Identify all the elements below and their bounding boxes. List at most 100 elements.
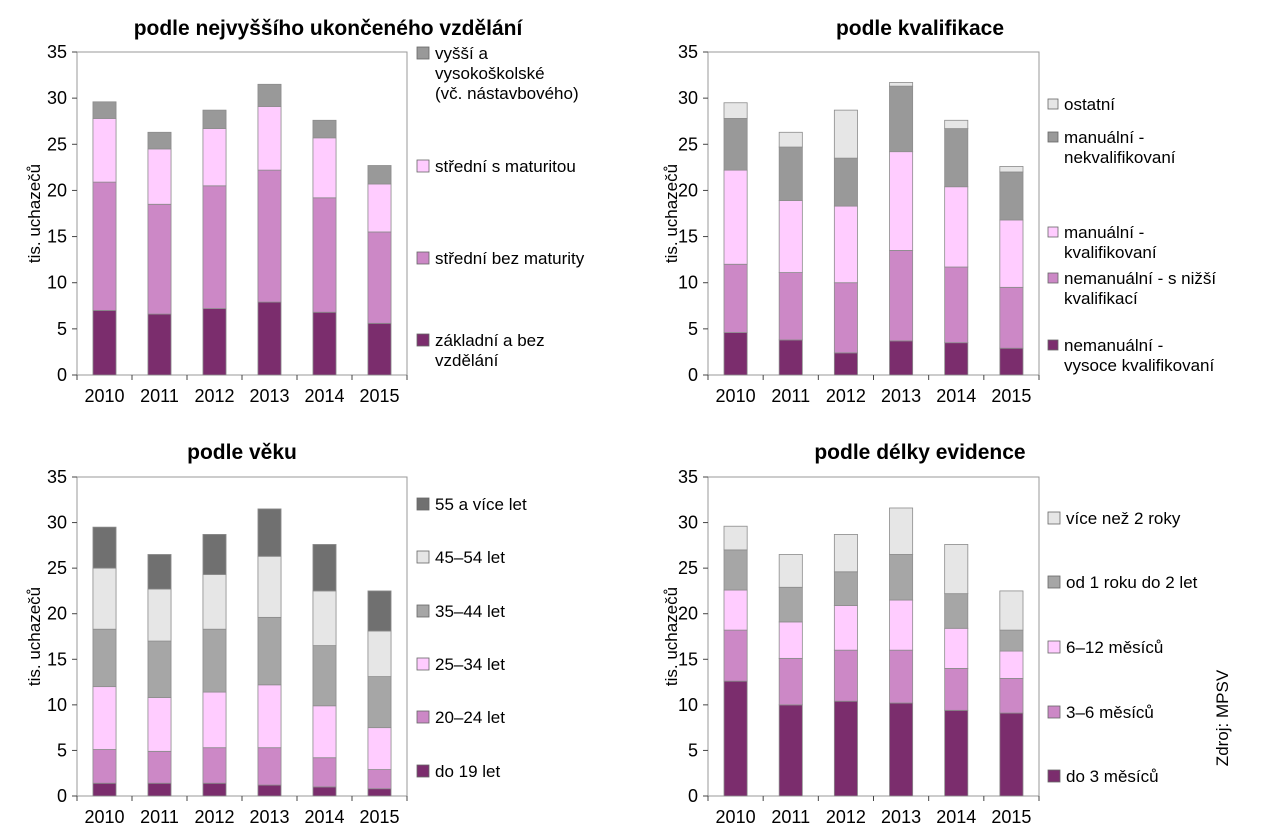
legend-label: 25–34 let xyxy=(435,655,505,674)
bar-segment-2015-5 xyxy=(367,630,392,678)
bar-segment-2012-3 xyxy=(833,605,858,651)
bar-segment-2015-3 xyxy=(367,183,392,233)
legend-swatch xyxy=(416,159,430,173)
legend-swatch xyxy=(416,497,430,511)
x-tick-label: 2010 xyxy=(84,386,124,406)
y-tick-label: 30 xyxy=(678,513,698,533)
bar-segment-2012-1 xyxy=(833,700,858,797)
y-tick-label: 10 xyxy=(678,695,698,715)
x-tick-label: 2012 xyxy=(194,807,234,827)
x-tick-label: 2013 xyxy=(881,386,921,406)
bar-segment-2012-3 xyxy=(202,128,227,187)
bar-segment-2012-1 xyxy=(202,782,227,797)
y-tick-label: 10 xyxy=(678,273,698,293)
bar-segment-2014-1 xyxy=(944,342,969,376)
y-tick-label: 0 xyxy=(688,365,698,385)
bar-segment-2011-5 xyxy=(778,554,803,588)
y-tick-label: 5 xyxy=(57,319,67,339)
y-tick-label: 30 xyxy=(47,88,67,108)
legend-label: manuální - xyxy=(1064,223,1144,242)
bar-segment-2010-3 xyxy=(723,589,748,631)
x-tick-label: 2014 xyxy=(304,807,344,827)
bar-segment-2011-1 xyxy=(147,782,172,797)
x-tick-label: 2010 xyxy=(716,386,756,406)
y-tick-label: 15 xyxy=(47,649,67,669)
bar-segment-2013-2 xyxy=(257,747,282,786)
bar-segment-2011-4 xyxy=(147,131,172,150)
bar-segment-2015-4 xyxy=(999,629,1024,652)
bar-segment-2012-4 xyxy=(833,571,858,606)
legend-label: nemanuální - s nižší xyxy=(1064,269,1216,288)
bar-segment-2012-2 xyxy=(202,185,227,309)
legend-label: vysoce kvalifikovaní xyxy=(1064,356,1215,375)
y-tick-label: 20 xyxy=(47,604,67,624)
x-tick-label: 2010 xyxy=(84,807,124,827)
legend-swatch xyxy=(1047,575,1061,589)
chart-title: podle délky evidence xyxy=(814,441,1025,464)
y-tick-label: 20 xyxy=(678,180,698,200)
bar-segment-2010-1 xyxy=(92,782,117,797)
bar-segment-2014-4 xyxy=(312,645,337,707)
bar-segment-2014-2 xyxy=(944,668,969,711)
bar-segment-2013-2 xyxy=(889,649,914,704)
y-tick-label: 20 xyxy=(678,604,698,624)
legend-label: 3–6 měsíců xyxy=(1066,703,1154,722)
y-tick-label: 25 xyxy=(678,134,698,154)
bar-segment-2013-3 xyxy=(257,106,282,171)
bar-segment-2010-3 xyxy=(723,169,748,265)
legend-swatch xyxy=(1047,640,1061,654)
bar-segment-2013-2 xyxy=(257,169,282,303)
y-tick-label: 35 xyxy=(678,42,698,62)
bar-segment-2014-3 xyxy=(312,137,337,199)
bar-segment-2010-5 xyxy=(723,525,748,551)
bar-segment-2010-1 xyxy=(723,332,748,376)
y-tick-label: 15 xyxy=(678,649,698,669)
bar-segment-2012-4 xyxy=(202,109,227,129)
bar-segment-2014-4 xyxy=(944,128,969,188)
source-note: Zdroj: MPSV xyxy=(1213,669,1232,766)
bar-segment-2010-5 xyxy=(92,567,117,630)
y-tick-label: 5 xyxy=(57,740,67,760)
bar-segment-2011-2 xyxy=(147,750,172,784)
legend-swatch xyxy=(416,46,430,60)
y-axis-label: tis. uchazečů xyxy=(25,587,44,686)
bar-segment-2015-6 xyxy=(367,590,392,632)
legend-label: nemanuální - xyxy=(1064,336,1163,355)
y-tick-label: 25 xyxy=(678,558,698,578)
legend-label: vzdělání xyxy=(435,351,499,370)
chart-3: podle věku tis. uchazečů 0 5 10 15 20 25 30 35 201… xyxy=(25,441,527,827)
y-tick-label: 0 xyxy=(57,365,67,385)
chart-1: podle nejvyššího ukončeného vzdělání tis.… xyxy=(25,17,585,406)
bar-segment-2010-1 xyxy=(723,680,748,797)
x-tick-label: 2013 xyxy=(249,386,289,406)
bar-segment-2015-3 xyxy=(367,727,392,770)
y-tick-label: 5 xyxy=(688,319,698,339)
legend-label: střední s maturitou xyxy=(435,157,576,176)
bar-segment-2010-6 xyxy=(92,526,117,569)
legend-swatch xyxy=(416,333,430,347)
x-tick-label: 2015 xyxy=(359,807,399,827)
bar-segment-2012-2 xyxy=(833,649,858,702)
legend-label: 20–24 let xyxy=(435,708,505,727)
legend-label: nekvalifikovaní xyxy=(1064,148,1176,167)
bar-segment-2012-2 xyxy=(202,747,227,784)
bar-segment-2012-1 xyxy=(202,308,227,376)
bar-segment-2010-4 xyxy=(723,549,748,591)
bar-segment-2010-2 xyxy=(723,263,748,333)
bar-segment-2015-1 xyxy=(999,712,1024,797)
y-tick-label: 25 xyxy=(47,558,67,578)
bar-segment-2012-5 xyxy=(833,109,858,159)
bar-segment-2015-3 xyxy=(999,219,1024,288)
x-tick-label: 2012 xyxy=(826,807,866,827)
bar-segment-2014-3 xyxy=(312,705,337,759)
bar-segment-2012-4 xyxy=(833,157,858,207)
bar-segment-2012-2 xyxy=(833,282,858,354)
bar-segment-2013-6 xyxy=(257,508,282,557)
legend-swatch xyxy=(1047,131,1059,143)
bar-segment-2012-6 xyxy=(202,534,227,575)
bar-segment-2015-4 xyxy=(367,165,392,185)
bar-segment-2015-1 xyxy=(367,322,392,376)
legend-label: 45–54 let xyxy=(435,548,505,567)
y-tick-label: 15 xyxy=(678,227,698,247)
bar-segment-2014-2 xyxy=(312,197,337,313)
